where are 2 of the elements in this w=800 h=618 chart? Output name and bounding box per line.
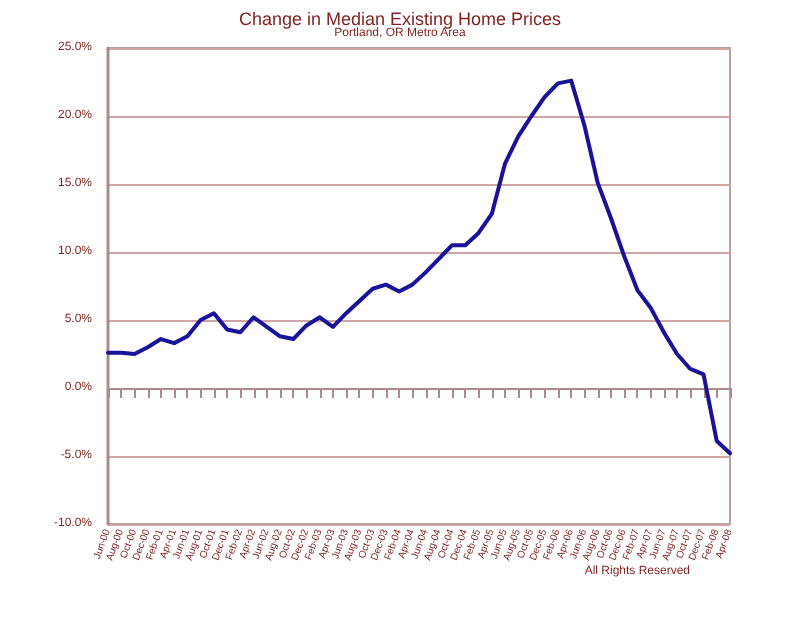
chart-title: Change in Median Existing Home Prices xyxy=(238,9,563,29)
line-series xyxy=(106,78,732,456)
